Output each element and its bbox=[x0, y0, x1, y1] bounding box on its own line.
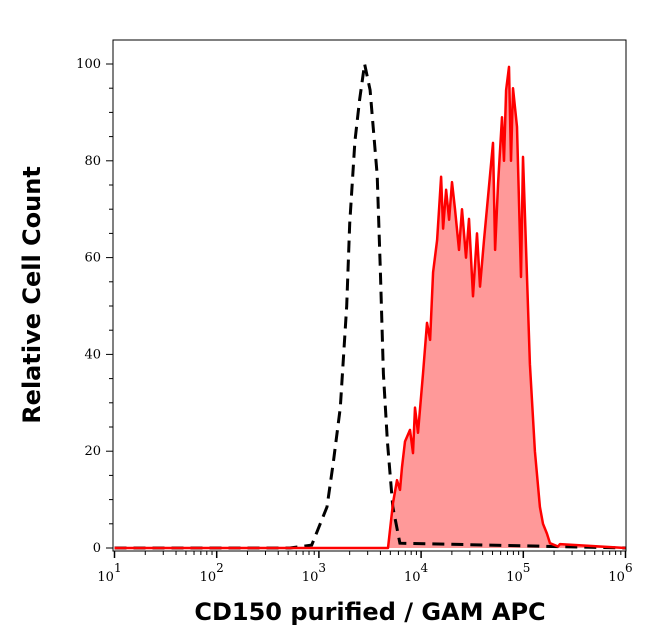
y-tick-label: 40 bbox=[84, 347, 101, 362]
y-tick-label: 20 bbox=[84, 444, 101, 459]
x-axis-label: CD150 purified / GAM APC bbox=[194, 598, 545, 626]
x-tick-label: 101 bbox=[97, 561, 121, 585]
y-tick-label: 100 bbox=[76, 57, 101, 72]
plot-frame bbox=[112, 39, 627, 552]
x-tick-label: 102 bbox=[200, 561, 224, 585]
negative-control-line bbox=[114, 63, 626, 550]
y-axis-label: Relative Cell Count bbox=[18, 166, 46, 424]
y-tick-label: 80 bbox=[84, 154, 101, 169]
x-tick-label: 106 bbox=[608, 561, 632, 585]
y-tick-label: 60 bbox=[84, 251, 101, 266]
x-tick-label: 105 bbox=[506, 561, 530, 585]
positive-fill-area bbox=[114, 66, 626, 549]
y-tick-label: 0 bbox=[93, 541, 101, 556]
x-tick-label: 103 bbox=[302, 561, 326, 585]
x-tick-label: 104 bbox=[404, 561, 429, 585]
positive-line bbox=[114, 65, 626, 550]
